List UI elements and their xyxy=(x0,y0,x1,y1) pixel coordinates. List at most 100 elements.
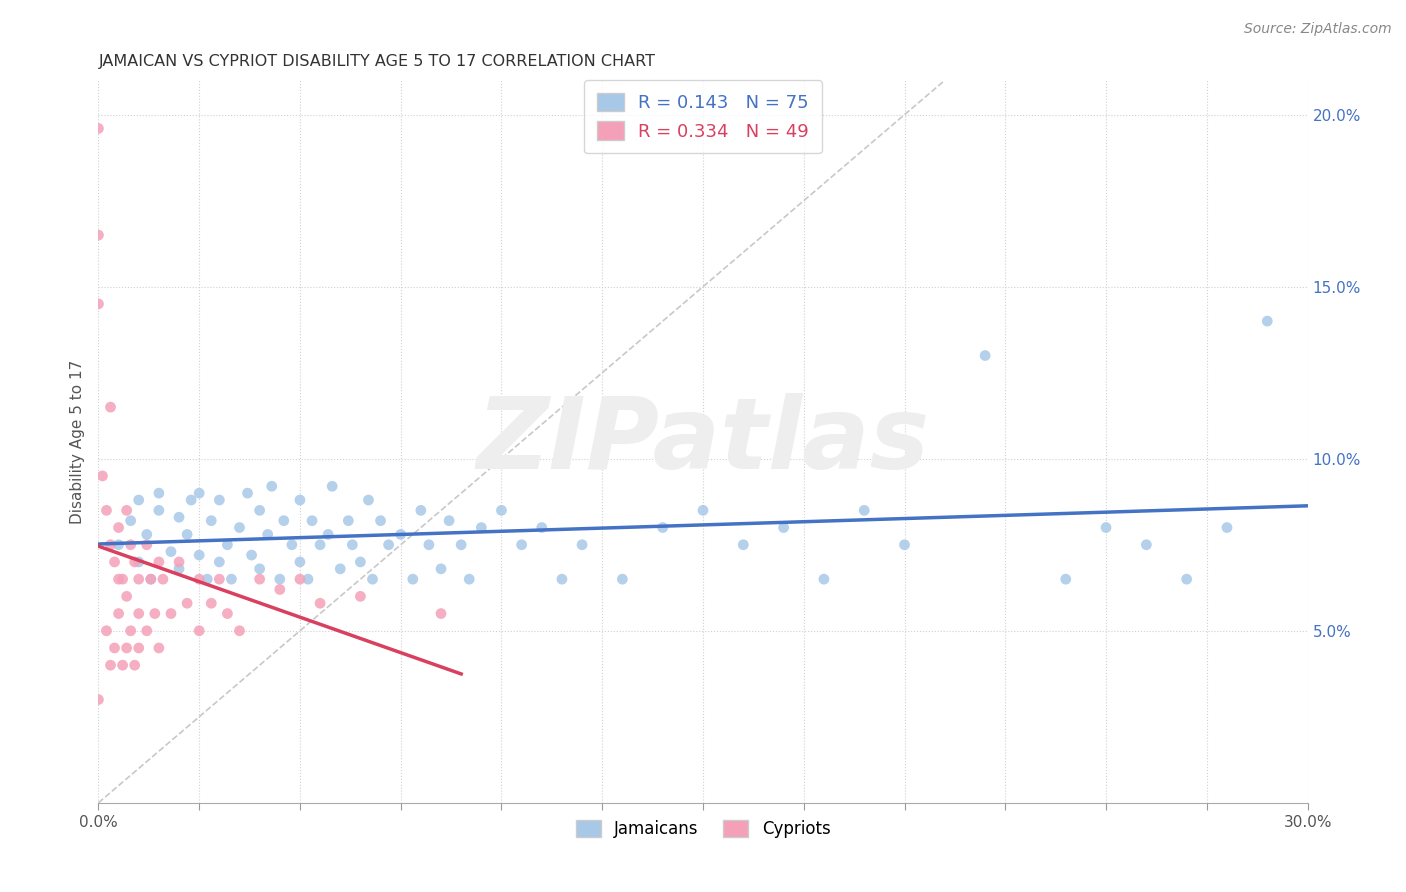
Text: ZIPatlas: ZIPatlas xyxy=(477,393,929,490)
Point xyxy=(288,493,311,508)
Point xyxy=(1256,314,1278,328)
Point xyxy=(402,572,425,586)
Point xyxy=(530,520,553,534)
Point xyxy=(188,548,211,562)
Point xyxy=(269,582,291,597)
Point xyxy=(342,538,364,552)
Text: JAMAICAN VS CYPRIOT DISABILITY AGE 5 TO 17 CORRELATION CHART: JAMAICAN VS CYPRIOT DISABILITY AGE 5 TO … xyxy=(98,54,655,70)
Point xyxy=(853,503,876,517)
Point xyxy=(195,572,218,586)
Point xyxy=(87,692,110,706)
Point xyxy=(167,562,190,576)
Point xyxy=(87,121,110,136)
Point xyxy=(321,479,343,493)
Point xyxy=(128,555,150,569)
Point xyxy=(128,607,150,621)
Point xyxy=(188,572,211,586)
Point xyxy=(470,520,492,534)
Point xyxy=(139,572,162,586)
Point xyxy=(128,572,150,586)
Point xyxy=(148,486,170,500)
Point xyxy=(208,493,231,508)
Point xyxy=(612,572,634,586)
Point xyxy=(409,503,432,517)
Point xyxy=(1095,520,1118,534)
Point xyxy=(200,596,222,610)
Point xyxy=(281,538,304,552)
Point xyxy=(176,596,198,610)
Point xyxy=(107,607,129,621)
Point xyxy=(91,469,114,483)
Point xyxy=(228,624,250,638)
Point xyxy=(115,640,138,655)
Point xyxy=(176,527,198,541)
Point xyxy=(1135,538,1157,552)
Point xyxy=(430,607,453,621)
Point xyxy=(437,514,460,528)
Point xyxy=(510,538,533,552)
Point xyxy=(100,400,122,414)
Point xyxy=(180,493,202,508)
Point xyxy=(160,607,183,621)
Point xyxy=(221,572,243,586)
Point xyxy=(349,555,371,569)
Point xyxy=(228,520,250,534)
Point xyxy=(124,555,146,569)
Point xyxy=(120,538,142,552)
Point xyxy=(249,503,271,517)
Point xyxy=(418,538,440,552)
Point xyxy=(377,538,399,552)
Text: Source: ZipAtlas.com: Source: ZipAtlas.com xyxy=(1244,22,1392,37)
Point xyxy=(208,572,231,586)
Point xyxy=(329,562,352,576)
Point xyxy=(100,658,122,673)
Point xyxy=(120,624,142,638)
Point xyxy=(249,572,271,586)
Point xyxy=(100,538,122,552)
Point xyxy=(430,562,453,576)
Point xyxy=(148,640,170,655)
Point xyxy=(309,596,332,610)
Point xyxy=(167,555,190,569)
Point xyxy=(148,503,170,517)
Point xyxy=(450,538,472,552)
Point xyxy=(103,555,125,569)
Point xyxy=(651,520,673,534)
Point xyxy=(217,538,239,552)
Legend: Jamaicans, Cypriots: Jamaicans, Cypriots xyxy=(569,814,837,845)
Point xyxy=(87,297,110,311)
Point xyxy=(160,544,183,558)
Point xyxy=(551,572,574,586)
Point xyxy=(107,572,129,586)
Point xyxy=(1054,572,1077,586)
Point xyxy=(111,658,134,673)
Point xyxy=(148,555,170,569)
Point xyxy=(370,514,392,528)
Point xyxy=(188,486,211,500)
Point xyxy=(124,658,146,673)
Point xyxy=(128,493,150,508)
Point xyxy=(297,572,319,586)
Point xyxy=(240,548,263,562)
Point xyxy=(200,514,222,528)
Point xyxy=(152,572,174,586)
Point xyxy=(115,590,138,604)
Point xyxy=(135,538,157,552)
Point xyxy=(107,538,129,552)
Point xyxy=(1216,520,1239,534)
Point xyxy=(249,562,271,576)
Point xyxy=(143,607,166,621)
Point xyxy=(692,503,714,517)
Point xyxy=(115,503,138,517)
Point xyxy=(135,527,157,541)
Point xyxy=(337,514,360,528)
Point xyxy=(1175,572,1198,586)
Point xyxy=(256,527,278,541)
Point xyxy=(288,572,311,586)
Point xyxy=(389,527,412,541)
Point xyxy=(188,624,211,638)
Point xyxy=(893,538,915,552)
Point xyxy=(301,514,323,528)
Point xyxy=(349,590,371,604)
Point xyxy=(273,514,295,528)
